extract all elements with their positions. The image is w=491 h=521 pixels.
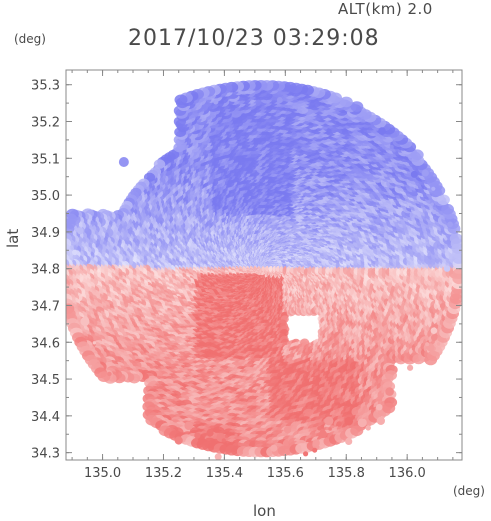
y-tick-label: 34.8	[31, 263, 60, 278]
y-tick-label: 34.9	[31, 226, 60, 241]
echo-blob	[118, 156, 129, 167]
y-tick-label: 34.6	[31, 336, 60, 351]
y-tick-label: 34.7	[31, 299, 60, 314]
x-tick-label: 136.0	[389, 466, 426, 481]
x-axis-label: lon	[253, 502, 276, 520]
y-tick-label: 35.1	[31, 152, 60, 167]
y-tick-label: 34.5	[31, 373, 60, 388]
y-tick-label: 35.0	[31, 189, 60, 204]
y-tick-label: 34.4	[31, 410, 60, 425]
x-tick-label: 135.0	[84, 466, 121, 481]
plot-frame	[65, 69, 463, 461]
x-tick-label: 135.8	[328, 466, 365, 481]
x-tick-label: 135.6	[267, 466, 304, 481]
y-tick-label: 35.2	[31, 116, 60, 131]
y-tick-label: 35.3	[31, 79, 60, 94]
y-unit-label: (deg)	[14, 32, 46, 46]
altitude-label: ALT(km) 2.0	[338, 0, 433, 18]
x-tick-label: 135.2	[145, 466, 182, 481]
radar-echo-field	[66, 80, 462, 460]
timestamp-title: 2017/10/23 03:29:08	[128, 26, 380, 51]
x-tick-label: 135.4	[206, 466, 243, 481]
x-unit-label: (deg)	[453, 484, 485, 498]
y-tick-label: 34.3	[31, 447, 60, 462]
